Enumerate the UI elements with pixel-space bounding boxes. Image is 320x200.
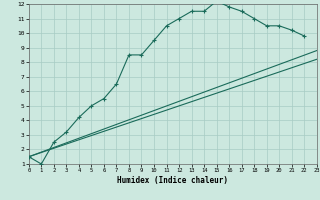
X-axis label: Humidex (Indice chaleur): Humidex (Indice chaleur) [117,176,228,185]
